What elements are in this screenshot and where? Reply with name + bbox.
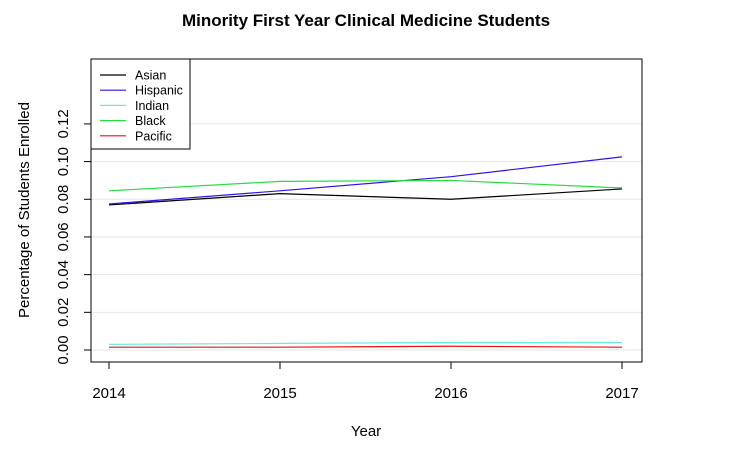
x-axis-label: Year: [351, 423, 381, 440]
series-line-asian: [108, 188, 623, 206]
legend-label-indian: Indian: [135, 99, 169, 113]
y-tick-label: 0.00: [55, 335, 72, 364]
x-tick-label: 2015: [263, 385, 296, 402]
legend-label-asian: Asian: [135, 69, 166, 83]
legend-label-black: Black: [135, 114, 166, 128]
y-axis-label: Percentage of Students Enrolled: [16, 102, 33, 318]
grid-lines: [91, 123, 642, 351]
series-lines: [108, 156, 623, 348]
x-tick-label: 2014: [92, 385, 125, 402]
y-axis: 0.00 0.02 0.04 0.06 0.08 0.10 0.12: [55, 109, 92, 365]
series-line-black: [108, 179, 623, 192]
x-tick-label: 2016: [434, 385, 467, 402]
y-tick-label: 0.12: [55, 109, 72, 138]
series-line-indian: [108, 341, 622, 345]
y-tick-label: 0.04: [55, 260, 72, 289]
legend-label-pacific: Pacific: [135, 129, 172, 143]
chart-title: Minority First Year Clinical Medicine St…: [182, 11, 550, 30]
x-axis: 2014 2015 2016 2017: [92, 361, 639, 402]
series-line-pacific: [109, 345, 623, 348]
y-tick-label: 0.02: [55, 298, 72, 327]
series-line-hispanic: [108, 156, 623, 205]
legend-label-hispanic: Hispanic: [135, 84, 183, 98]
x-tick-label: 2017: [605, 385, 638, 402]
y-tick-label: 0.10: [55, 147, 72, 176]
y-tick-label: 0.06: [55, 222, 72, 251]
y-tick-label: 0.08: [55, 185, 72, 214]
legend-box: [90, 58, 191, 150]
